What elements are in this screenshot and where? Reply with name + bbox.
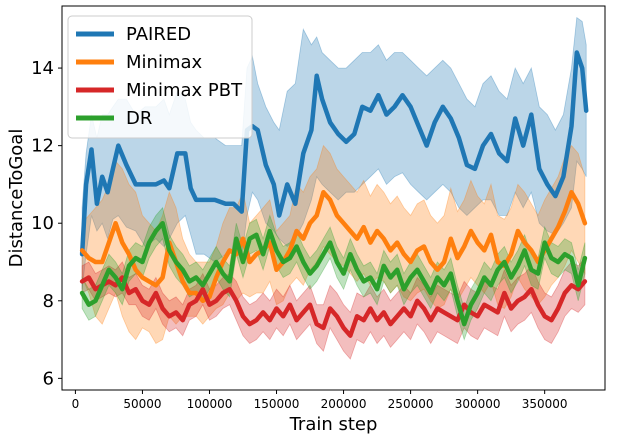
x-tick-label: 200000 <box>321 397 367 411</box>
x-tick-label: 150000 <box>254 397 300 411</box>
x-tick-label: 250000 <box>388 397 434 411</box>
x-tick-label: 100000 <box>187 397 233 411</box>
x-axis-title: Train step <box>289 414 378 435</box>
series-lines <box>79 50 589 338</box>
legend-label-paired: PAIRED <box>126 24 191 45</box>
line-paired <box>79 50 589 257</box>
x-tick-label: 300000 <box>455 397 501 411</box>
x-tick-label: 50000 <box>123 397 161 411</box>
y-axis-ticks: 6 8 10 12 14 <box>31 58 62 389</box>
plot-frame <box>61 5 606 391</box>
legend-label-dr: DR <box>126 108 152 129</box>
line-minimax-pbt <box>79 275 588 338</box>
y-tick-label: 8 <box>43 291 54 312</box>
y-tick-label: 14 <box>31 58 54 79</box>
y-tick-label: 12 <box>31 136 54 157</box>
legend-box <box>67 15 253 139</box>
x-tick-label: 0 <box>72 397 80 411</box>
band-minimax-pbt <box>81 257 586 360</box>
y-tick-label: 6 <box>43 368 54 389</box>
legend-label-minimax: Minimax <box>126 52 203 73</box>
band-minimax <box>81 144 586 345</box>
legend-label-minimax-pbt: Minimax PBT <box>126 80 243 101</box>
y-tick-label: 10 <box>31 213 54 234</box>
x-axis-ticks: 0 50000 100000 150000 200000 250000 300000 3500… <box>72 390 568 411</box>
y-axis-title: DistanceToGoal <box>6 129 27 268</box>
legend: PAIRED Minimax Minimax PBT DR <box>67 15 253 139</box>
x-tick-label: 350000 <box>522 397 568 411</box>
line-dr <box>79 220 588 327</box>
